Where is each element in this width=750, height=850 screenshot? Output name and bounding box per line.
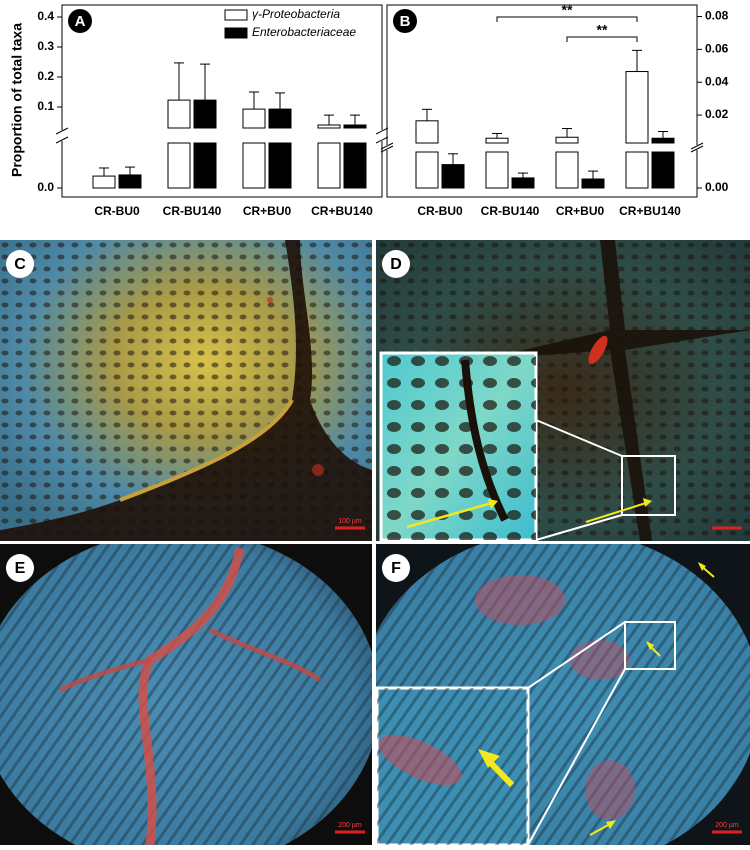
scale-bar-label: 200 µm — [338, 822, 362, 829]
image-f — [376, 544, 750, 845]
bar — [268, 142, 292, 189]
bar — [485, 151, 509, 189]
bar — [555, 136, 579, 144]
panel-badge — [382, 554, 410, 582]
bar — [651, 151, 675, 189]
y-tick-label: 0.04 — [705, 74, 729, 88]
axis-break-gap — [378, 130, 386, 141]
bar — [317, 124, 341, 129]
x-tick-label: CR-BU140 — [163, 204, 222, 218]
axis-break-mark — [380, 142, 394, 150]
y-tick-label: 0.3 — [37, 39, 54, 53]
x-tick-label: CR+BU0 — [243, 204, 292, 218]
bar — [317, 142, 341, 189]
bar — [118, 174, 142, 189]
significance-label: ** — [597, 22, 608, 38]
significance-label: ** — [562, 2, 573, 18]
axis-break-gap — [693, 145, 701, 150]
x-tick-label: CR-BU0 — [417, 204, 463, 218]
bar — [651, 137, 675, 144]
axis-break-gap — [383, 145, 391, 150]
axis-break-gap — [58, 130, 66, 141]
plot-frame — [61, 4, 383, 198]
bar — [343, 124, 367, 129]
y-tick-label: 0.02 — [705, 107, 729, 121]
panel-badge — [6, 250, 34, 278]
bar — [441, 164, 465, 189]
scale-bar-label: 200 µm — [715, 822, 739, 829]
x-tick-label: CR-BU140 — [481, 204, 540, 218]
bar — [415, 120, 439, 144]
axis-break-mark — [375, 136, 389, 144]
legend-swatch — [224, 27, 248, 39]
y-tick-label: 0.4 — [37, 9, 54, 23]
image-d — [376, 240, 750, 541]
y-tick-label: 0.2 — [37, 69, 54, 83]
axis-break-mark — [55, 136, 69, 144]
bar — [167, 142, 191, 189]
bar — [268, 108, 292, 129]
scale-bar-label: 100 µm — [338, 518, 362, 525]
y-tick-label: 0.1 — [37, 99, 54, 113]
panel-label: D — [390, 256, 402, 273]
axis-break-mark — [380, 145, 394, 153]
image-c — [0, 240, 372, 541]
significance-bracket — [566, 36, 638, 42]
bar — [242, 142, 266, 189]
bar — [415, 151, 439, 189]
bar — [242, 108, 266, 129]
bar — [193, 142, 217, 189]
bar — [625, 151, 649, 189]
panel-badge — [68, 9, 92, 33]
bar — [511, 177, 535, 189]
legend-label: Enterobacteriaceae — [252, 25, 356, 39]
panel-label: C — [14, 256, 26, 273]
axis-break-mark — [690, 145, 704, 153]
panel-label: E — [15, 560, 26, 577]
x-tick-label: CR-BU0 — [94, 204, 140, 218]
panel-label: F — [391, 560, 401, 577]
significance-bracket — [496, 16, 638, 22]
panel-badge — [6, 554, 34, 582]
panel-label: B — [400, 13, 411, 30]
bar — [167, 99, 191, 129]
axis-break-mark — [55, 127, 69, 135]
x-tick-label: CR+BU140 — [619, 204, 681, 218]
y-tick-label: 0.0 — [37, 180, 54, 194]
image-e — [0, 544, 372, 845]
y-tick-label: 0.06 — [705, 42, 729, 56]
bar — [555, 151, 579, 189]
bar — [581, 178, 605, 189]
axis-break-mark — [690, 142, 704, 150]
legend-label: γ-Proteobacteria — [252, 7, 340, 21]
panel-badge — [393, 9, 417, 33]
legend-swatch — [224, 9, 248, 21]
bar — [343, 142, 367, 189]
bar — [92, 175, 116, 189]
y-tick-label: 0.00 — [705, 180, 729, 194]
x-tick-label: CR+BU0 — [556, 204, 605, 218]
bar — [193, 99, 217, 129]
axis-break-mark — [375, 127, 389, 135]
bar — [625, 71, 649, 144]
bar — [485, 137, 509, 144]
panel-badge — [382, 250, 410, 278]
plot-frame — [386, 4, 698, 198]
y-axis-label: Proportion of total taxa — [9, 23, 25, 177]
x-tick-label: CR+BU140 — [311, 204, 373, 218]
panel-label: A — [75, 13, 86, 30]
y-tick-label: 0.08 — [705, 9, 729, 23]
